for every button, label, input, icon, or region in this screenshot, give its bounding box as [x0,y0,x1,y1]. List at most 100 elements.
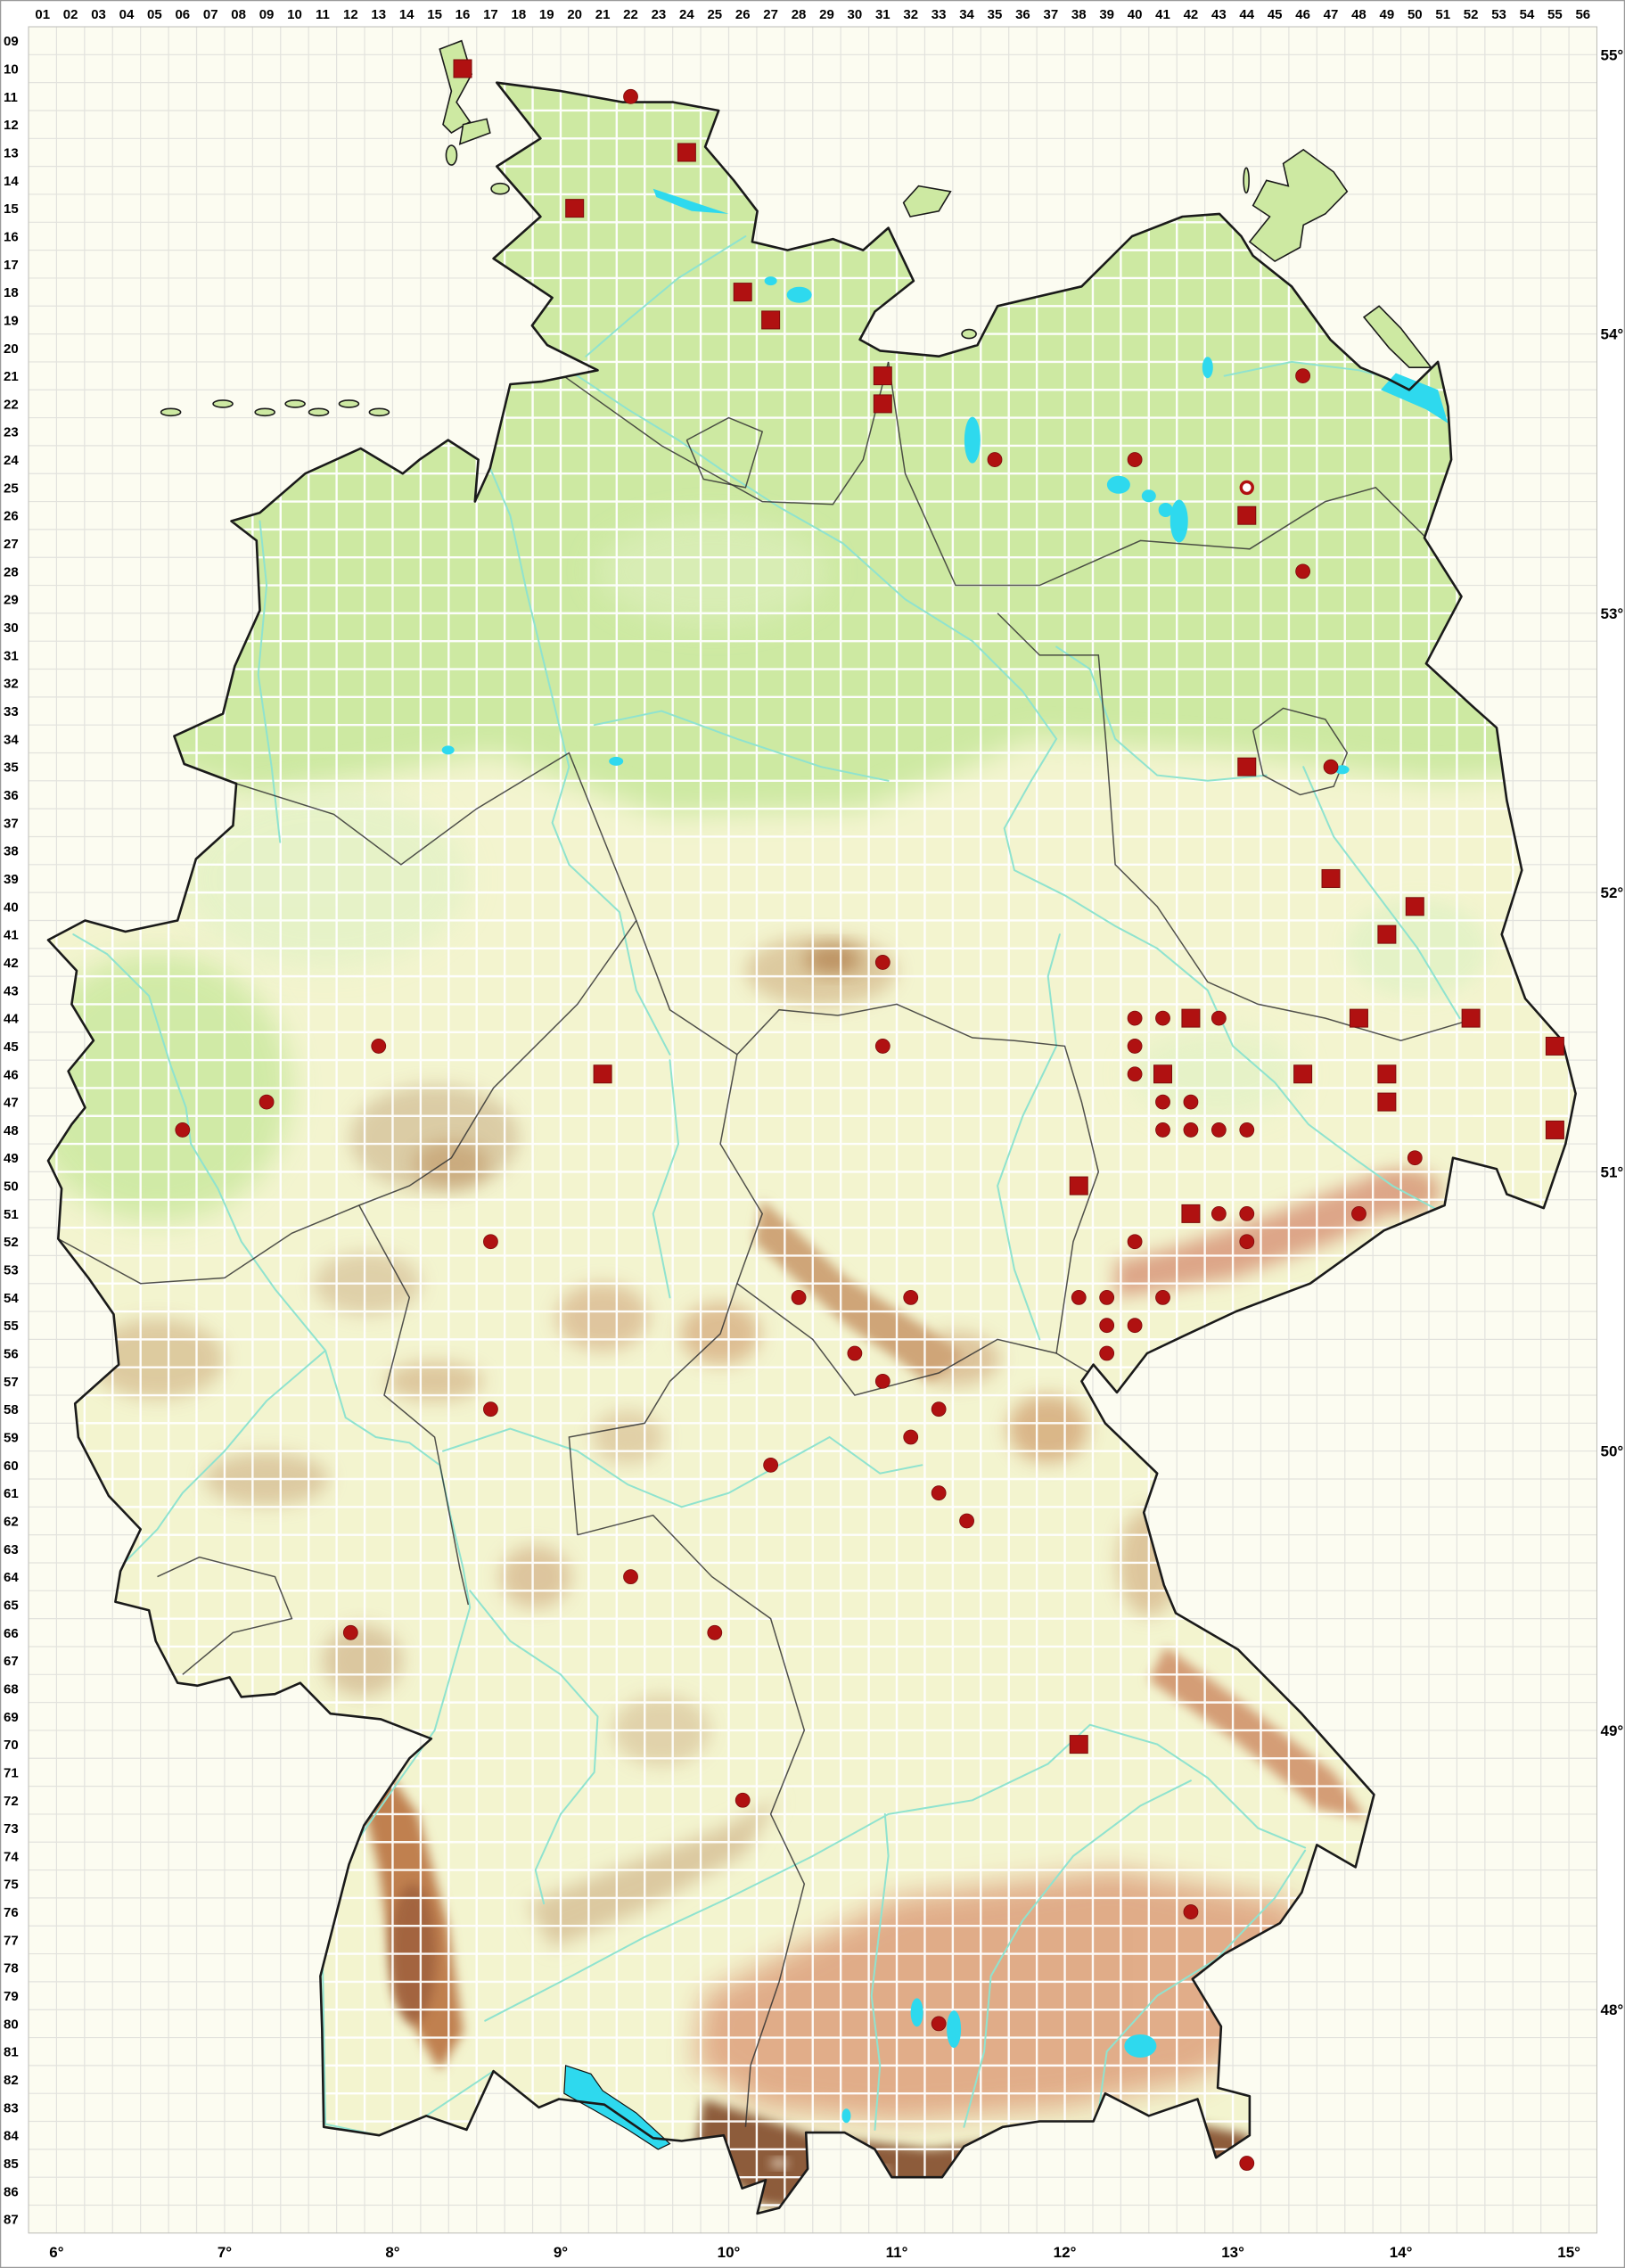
column-label: 12 [343,7,358,22]
occurrence-marker-dot [931,1485,947,1501]
latitude-label: 54° [1601,326,1624,343]
occurrence-marker-dot [1127,1318,1143,1334]
column-label: 39 [1099,7,1114,22]
occurrence-marker-dot [623,88,638,104]
row-label: 32 [4,677,19,692]
row-label: 13 [4,145,19,160]
longitude-label: 12° [1054,2244,1077,2261]
row-label: 82 [4,2073,19,2088]
column-label: 32 [903,7,918,22]
column-label: 46 [1295,7,1310,22]
occurrence-marker-dot [1183,1094,1199,1110]
column-label: 04 [119,7,135,22]
column-label: 37 [1043,7,1058,22]
column-label: 18 [512,7,527,22]
row-label: 60 [4,1459,19,1474]
occurrence-marker-dot [259,1094,275,1110]
row-label: 67 [4,1654,19,1669]
column-label: 15 [427,7,442,22]
row-label: 37 [4,816,19,831]
row-label: 14 [4,174,19,189]
occurrence-marker-dot [1239,1122,1255,1138]
row-label: 49 [4,1151,19,1166]
occurrence-marker-square [1377,924,1397,944]
row-label: 54 [4,1291,19,1306]
column-label: 41 [1155,7,1170,22]
column-label: 49 [1380,7,1395,22]
row-label: 69 [4,1710,19,1725]
column-label: 13 [371,7,386,22]
row-label: 68 [4,1681,19,1697]
occurrence-marker-dot [342,1624,358,1640]
column-label: 56 [1575,7,1590,22]
occurrence-marker-square [1237,505,1257,525]
latitude-label: 51° [1601,1163,1624,1180]
row-label: 22 [4,397,19,412]
column-label: 52 [1464,7,1479,22]
occurrence-marker-dot [1183,1904,1199,1919]
occurrence-marker-dot [1127,1234,1143,1250]
longitude-label: 15° [1557,2244,1580,2261]
occurrence-marker-dot [1211,1205,1227,1221]
row-label: 57 [4,1375,19,1390]
column-label: 24 [679,7,694,22]
row-label: 24 [4,453,19,468]
longitude-label: 9° [554,2244,568,2261]
occurrence-marker-dot [1127,452,1143,467]
occurrence-marker-square [761,310,781,330]
row-label: 64 [4,1570,19,1585]
row-label: 71 [4,1765,19,1780]
column-label: 21 [595,7,611,22]
row-label: 12 [4,118,19,133]
column-label: 01 [35,7,50,22]
longitude-label: 10° [718,2244,741,2261]
occurrence-marker-dot [1155,1122,1170,1138]
occurrence-marker-dot [1295,368,1311,383]
column-label: 19 [539,7,554,22]
occurrence-marker-dot [1099,1318,1115,1334]
row-label: 70 [4,1738,19,1753]
longitude-label: 14° [1390,2244,1413,2261]
row-label: 86 [4,2184,19,2199]
column-label: 51 [1435,7,1450,22]
row-label: 42 [4,956,19,971]
row-label: 31 [4,648,19,663]
occurrence-marker-ring [1239,480,1254,496]
longitude-label: 7° [217,2244,232,2261]
occurrence-marker-dot [1127,1039,1143,1054]
occurrence-markers [175,59,1564,2171]
occurrence-marker-dot [931,2016,947,2032]
occurrence-marker-dot [1295,563,1311,579]
occurrence-marker-dot [931,1401,947,1418]
latitude-label: 52° [1601,884,1624,901]
occurrence-marker-square [1349,1008,1368,1028]
latitude-label: 55° [1601,46,1624,63]
column-label: 03 [91,7,106,22]
occurrence-marker-square [1153,1064,1173,1084]
column-label: 47 [1324,7,1339,22]
column-label: 27 [763,7,778,22]
row-label: 09 [4,34,19,49]
column-label: 07 [203,7,218,22]
occurrence-marker-square [1293,1064,1313,1084]
column-label: 50 [1408,7,1423,22]
column-label: 36 [1015,7,1030,22]
occurrence-marker-dot [1071,1289,1087,1305]
row-label: 41 [4,928,19,943]
occurrence-marker-dot [1099,1345,1115,1361]
occurrence-marker-square [1237,757,1257,777]
occurrence-marker-dot [1155,1010,1170,1026]
occurrence-marker-dot [707,1624,723,1640]
grid-labels: 01 02 03 04 05 06 07 08 09 10 11 12 13 14 15 16 17 18 19 20… [4,7,1623,2261]
occurrence-marker-dot [1155,1094,1170,1110]
occurrence-marker-dot [874,955,890,970]
occurrence-marker-square [873,394,892,414]
occurrence-marker-square [1545,1120,1564,1139]
column-label: 53 [1491,7,1506,22]
column-label: 43 [1211,7,1227,22]
column-label: 25 [707,7,722,22]
column-label: 28 [792,7,807,22]
occurrence-marker-square [453,59,472,78]
